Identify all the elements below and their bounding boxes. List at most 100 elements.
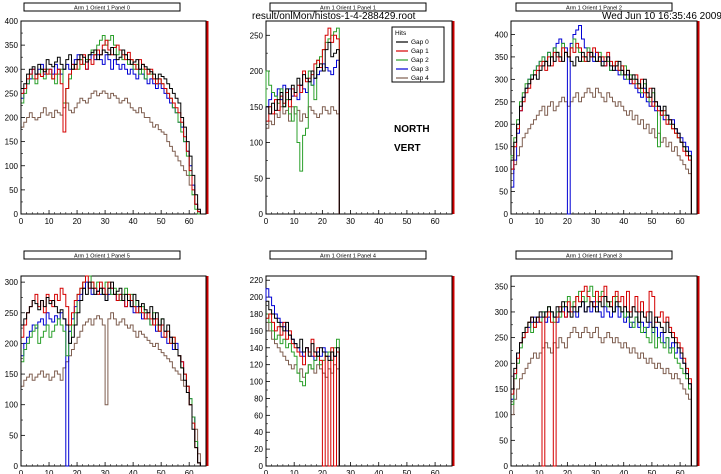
y-tick-label: 150 (5, 138, 19, 147)
x-tick-label: 10 (290, 469, 299, 474)
panel-frame (510, 20, 698, 215)
series-gap-2 (20, 275, 201, 466)
y-tick-label: 40 (254, 428, 263, 437)
series-gap-3 (20, 54, 201, 214)
orientation-north-label: NORTH (394, 124, 430, 135)
panel-title-box (515, 250, 673, 260)
x-tick-label: 60 (676, 469, 685, 474)
series-gap-4 (510, 326, 692, 466)
y-tick-label: 0 (504, 462, 509, 471)
histogram-panel-0: Arm 1 Orient 1 Panel 0050100150200250300… (5, 2, 209, 226)
panel-title: Arm 1 Orient 1 Panel 5 (74, 254, 130, 260)
y-tick-label: 200 (5, 114, 19, 123)
x-tick-label: 20 (563, 469, 572, 474)
x-tick-label: 60 (431, 469, 440, 474)
x-tick-label: 40 (374, 217, 383, 226)
y-tick-label: 250 (495, 98, 509, 107)
y-tick-label: 150 (495, 143, 509, 152)
y-tick-label: 180 (250, 310, 264, 319)
x-tick-label: 10 (45, 217, 54, 226)
x-tick-label: 0 (264, 217, 269, 226)
y-tick-label: 150 (5, 370, 19, 379)
x-tick-label: 20 (73, 469, 82, 474)
series-gap-0 (20, 47, 201, 214)
panel-title: Arm 1 Orient 1 Panel 4 (320, 254, 376, 260)
y-tick-label: 220 (250, 276, 264, 285)
y-tick-label: 250 (5, 309, 19, 318)
x-tick-label: 20 (318, 469, 327, 474)
legend: Hits Gap 0 Gap 1 Gap 2 Gap 3 Gap 4 (391, 26, 445, 83)
y-tick-label: 80 (254, 394, 263, 403)
series-gap-4 (20, 90, 201, 214)
y-tick-label: 0 (259, 462, 264, 471)
x-tick-label: 0 (509, 469, 514, 474)
series-gap-4 (265, 106, 340, 214)
x-tick-label: 50 (402, 217, 411, 226)
y-tick-label: 60 (254, 411, 263, 420)
x-tick-label: 30 (591, 469, 600, 474)
x-tick-label: 50 (402, 469, 411, 474)
x-tick-label: 0 (509, 217, 514, 226)
legend-entry: Gap 4 (411, 75, 429, 82)
panel-frame (510, 275, 698, 467)
legend-title: Hits (395, 30, 407, 37)
histogram-panel-3: Arm 1 Orient 1 Panel 5050100150200250300… (5, 250, 209, 474)
series-gap-2 (265, 313, 340, 466)
y-tick-label: 0 (14, 210, 19, 219)
panel-title-box (269, 2, 427, 12)
y-tick-label: 50 (254, 174, 263, 183)
panel-frame (265, 275, 453, 467)
x-tick-label: 50 (647, 217, 656, 226)
x-tick-label: 50 (157, 469, 166, 474)
y-tick-label: 350 (495, 282, 509, 291)
orientation-vert-label: VERT (394, 143, 421, 154)
x-tick-label: 10 (290, 217, 299, 226)
panel-title: Arm 1 Orient 1 Panel 1 (320, 6, 376, 12)
y-tick-label: 250 (250, 31, 264, 40)
y-tick-label: 300 (5, 65, 19, 74)
y-tick-label: 100 (495, 411, 509, 420)
y-tick-label: 350 (495, 53, 509, 62)
x-tick-label: 30 (346, 469, 355, 474)
y-tick-label: 150 (495, 385, 509, 394)
series-gap-0 (265, 300, 340, 466)
x-tick-label: 60 (185, 217, 194, 226)
series-gap-4 (20, 312, 201, 466)
legend-entry: Gap 1 (411, 48, 429, 55)
panel-title-box (515, 2, 673, 12)
y-tick-label: 120 (250, 361, 264, 370)
y-tick-label: 400 (5, 17, 19, 26)
panel-title-box (23, 250, 181, 260)
x-tick-label: 60 (676, 217, 685, 226)
series-gap-0 (20, 281, 201, 466)
y-tick-label: 300 (495, 75, 509, 84)
legend-entry: Gap 3 (411, 66, 429, 73)
x-tick-label: 20 (73, 217, 82, 226)
y-tick-label: 0 (14, 462, 19, 471)
x-tick-label: 20 (563, 217, 572, 226)
timestamp: Wed Jun 10 16:35:46 2009 (602, 11, 721, 22)
series-gap-0 (510, 51, 692, 214)
y-tick-label: 50 (499, 188, 508, 197)
x-tick-label: 40 (619, 469, 628, 474)
x-tick-label: 40 (374, 469, 383, 474)
x-tick-label: 40 (129, 469, 138, 474)
x-tick-label: 60 (431, 217, 440, 226)
x-tick-label: 0 (19, 469, 24, 474)
x-tick-label: 20 (318, 217, 327, 226)
histogram-panel-5: Arm 1 Orient 1 Panel 3050100150200250300… (495, 250, 700, 474)
series-gap-4 (510, 87, 692, 214)
y-tick-label: 200 (495, 359, 509, 368)
x-tick-label: 50 (647, 469, 656, 474)
y-tick-label: 200 (250, 67, 264, 76)
x-tick-label: 30 (346, 217, 355, 226)
series-gap-1 (510, 285, 692, 467)
x-tick-label: 0 (264, 469, 269, 474)
series-gap-1 (510, 42, 692, 214)
y-tick-label: 250 (495, 334, 509, 343)
histogram-panel-4: Arm 1 Orient 1 Panel 4020406080100120140… (250, 250, 455, 474)
histogram-panel-1: Arm 1 Orient 1 Panel 1 0 50 100 150 200 250 0 10… (250, 2, 455, 226)
y-tick-label: 100 (250, 139, 264, 148)
series-gap-0 (265, 41, 340, 214)
